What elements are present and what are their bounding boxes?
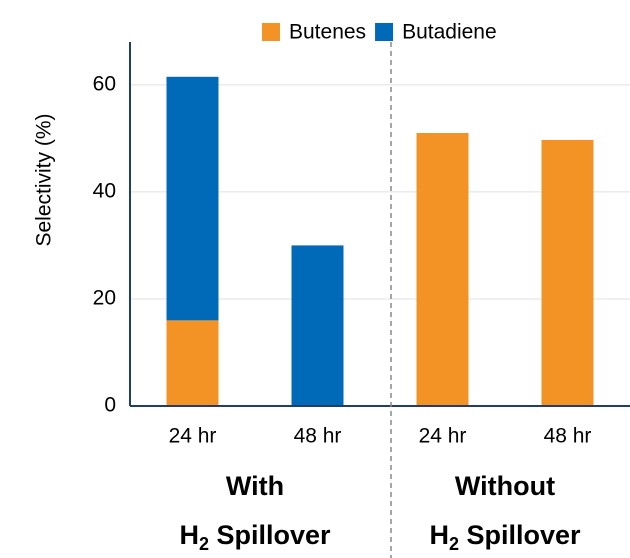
y-tick-label: 20: [93, 286, 116, 309]
x-tick-label: 24 hr: [419, 425, 467, 448]
y-tick-label: 60: [93, 72, 116, 95]
group-label-sub: 2: [199, 534, 209, 554]
group-label-part: H: [429, 520, 449, 550]
bar: [291, 245, 344, 406]
group-label: H2 Spillover: [179, 520, 331, 554]
bar: [166, 320, 219, 406]
group-label-part: H: [179, 520, 199, 550]
bar: [166, 76, 219, 321]
y-tick-label: 40: [93, 179, 116, 202]
x-tick-label: 48 hr: [544, 425, 592, 448]
x-tick-label: 24 hr: [169, 425, 217, 448]
x-tick-label: 48 hr: [294, 425, 342, 448]
legend-label: Butenes: [289, 21, 366, 44]
bar: [541, 139, 594, 407]
legend-swatch: [262, 23, 280, 41]
y-axis-label: Selectivity (%): [33, 113, 56, 246]
group-label-part: Spillover: [459, 520, 581, 550]
group-label-part: Spillover: [209, 520, 331, 550]
group-label: With: [226, 471, 284, 501]
bar: [416, 133, 469, 406]
group-label-sub: 2: [449, 534, 459, 554]
y-tick-label: 0: [104, 394, 116, 417]
legend-label: Butadiene: [402, 21, 497, 44]
group-label: H2 Spillover: [429, 520, 581, 554]
legend-swatch: [375, 23, 394, 41]
group-label: Without: [455, 471, 555, 501]
